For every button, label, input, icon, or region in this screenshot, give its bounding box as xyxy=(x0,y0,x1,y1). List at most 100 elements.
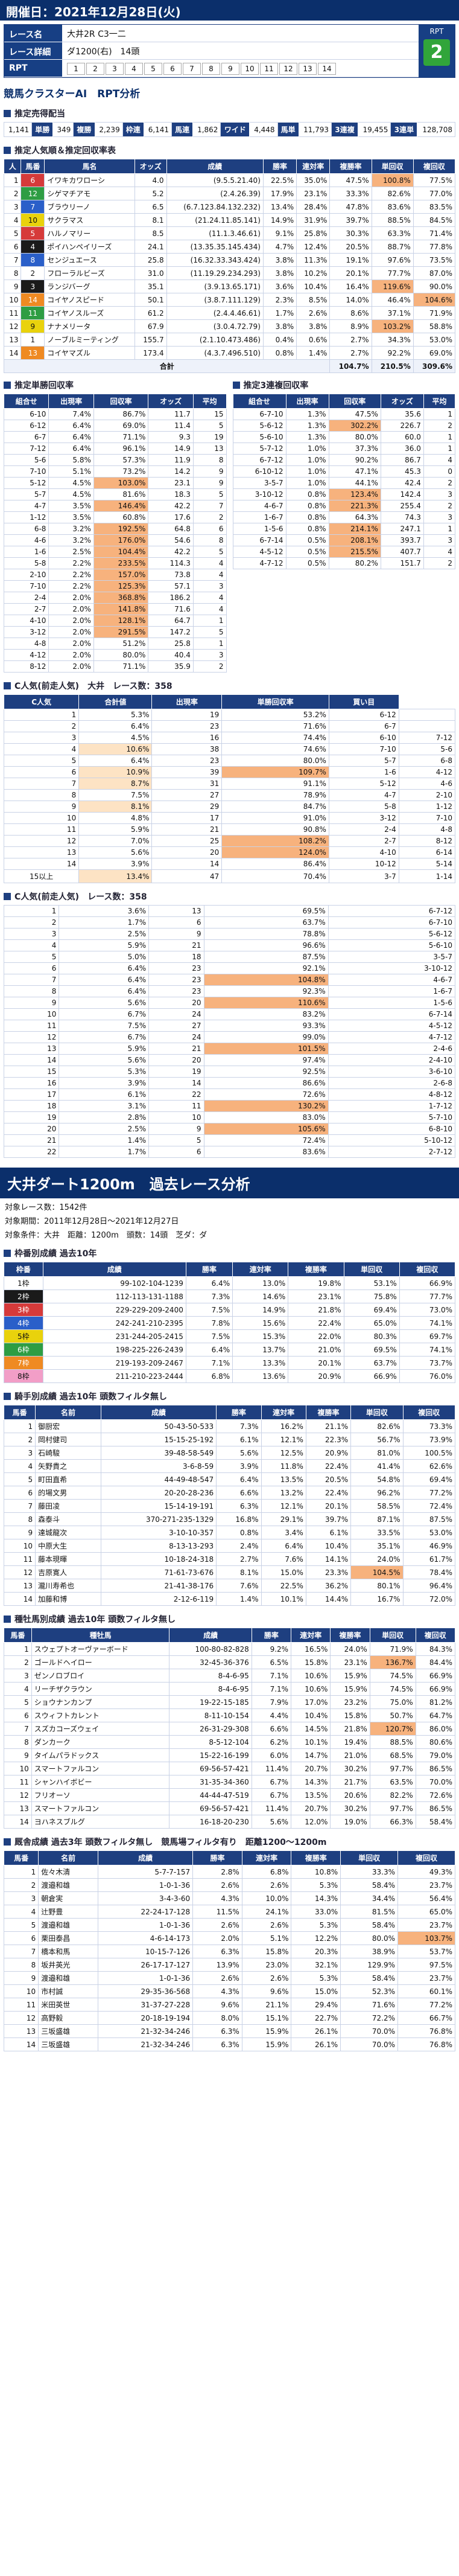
table-cell: 77.8% xyxy=(413,240,456,254)
table-cell: (3.9.13.65.171) xyxy=(166,280,264,293)
table-cell: 1 xyxy=(423,443,456,455)
table-cell: 69.7% xyxy=(399,1329,456,1343)
table-cell: 8 xyxy=(21,253,45,267)
table-cell: 233.5% xyxy=(93,557,149,569)
table-cell: 39 xyxy=(151,766,223,778)
table-cell: 3.8% xyxy=(262,266,297,280)
table-cell: 128.1% xyxy=(93,615,149,627)
table-cell: 7.1% xyxy=(251,1669,292,1683)
table-cell: 1.7% xyxy=(59,1146,150,1158)
table-cell: 7 xyxy=(3,1945,39,1958)
table-cell: (21.24.11.85.141) xyxy=(166,213,264,227)
table-cell: 0.4% xyxy=(262,333,297,347)
table-cell: 20 xyxy=(148,1054,204,1066)
table-cell: 5-6 xyxy=(398,743,456,755)
table-cell: 4 xyxy=(192,592,227,604)
table-cell: 25 xyxy=(151,835,223,847)
table-cell: 109.7% xyxy=(221,766,329,778)
table-cell: 6.7% xyxy=(59,1031,150,1043)
table-cell: 12 xyxy=(3,319,22,333)
column-header: 単回収 xyxy=(369,1628,416,1643)
table-cell: 3.8% xyxy=(262,319,297,333)
table-row: 13 5.9% 21 101.5% 2-4-6 xyxy=(3,1043,456,1055)
table-cell: 2-6-8 xyxy=(328,1077,456,1089)
column-header: 複勝率 xyxy=(291,1850,341,1865)
table-cell: 42.2 xyxy=(148,546,194,558)
table-row: 5 6.4% 23 80.0% 5-7 6-8 xyxy=(3,755,456,767)
table-cell: 78.9% xyxy=(221,789,329,801)
table-cell: 13 xyxy=(21,346,45,360)
table-cell: 77.5% xyxy=(413,173,456,187)
table-cell: 71-61-73-676 xyxy=(100,1565,217,1579)
table-cell: 23 xyxy=(148,985,204,997)
table-row: 12 9 ナナメリータ 67.9 (3.0.4.72.79) 3.8% 3.8% 8.9% 10… xyxy=(3,319,456,333)
table-cell: (16.32.33.343.424) xyxy=(166,253,264,267)
table-cell: 136.7% xyxy=(369,1655,416,1669)
table-cell: 242-241-210-2395 xyxy=(42,1316,186,1330)
table-cell: 50.7% xyxy=(369,1708,416,1722)
table-cell: 1-5-6 xyxy=(328,997,456,1009)
table-cell: 2.0% xyxy=(48,603,94,615)
popular-table: 人馬番 馬名 オッズ 成績 勝率 連対率 複勝率 単回収 複回収 1 6 イワキカワローシ 4.0 (9… xyxy=(3,159,456,373)
table-cell: 渡邉和雄 xyxy=(38,1971,98,1985)
table-row: 8-12 2.0% 71.1% 35.9 2 xyxy=(3,660,227,673)
column-header: 馬番 xyxy=(3,1850,39,1865)
table-cell: 71.9% xyxy=(413,306,456,320)
table-cell: 4-5-12 xyxy=(232,546,286,558)
table-cell: ゴールドヘイロー xyxy=(31,1655,170,1669)
prize-label: 複勝 xyxy=(73,122,95,137)
table-cell: 19-22-15-185 xyxy=(169,1695,252,1709)
table-cell: 72.4% xyxy=(203,1134,329,1146)
table-cell: 25.8 xyxy=(148,638,194,650)
table-cell: シゲマチアモ xyxy=(44,187,135,200)
table-cell: 74.5% xyxy=(369,1682,416,1696)
table-cell: 6.3% xyxy=(192,1945,242,1958)
course-meta: 対象レース数：1542件 対象期間：2011年12月28日〜2021年12月27日… xyxy=(0,1201,459,1240)
header-values: 大井2R C3一二 ダ1200(右) 14頭 1 2 3 4 5 6 7 8 9 10 11 12 13… xyxy=(62,25,419,77)
table-cell: 73.0% xyxy=(399,1303,456,1317)
table-cell: 10-15-7-126 xyxy=(97,1945,194,1958)
table-cell: 87.5% xyxy=(402,1512,456,1526)
table-cell: 58.5% xyxy=(350,1499,404,1513)
table-cell: 8.1 xyxy=(134,213,167,227)
table-cell: 6.4% xyxy=(59,962,150,974)
table-cell: 4 xyxy=(21,240,45,254)
table-cell: 73.9% xyxy=(402,1433,456,1446)
table-cell: 7-12 xyxy=(3,443,49,455)
sire-table-wrap: 馬番 種牡馬 成績 勝率 連対率 複勝率 単回収 複回収 1 スウェプトオーヴァーボード 100-8… xyxy=(4,1628,456,1829)
table-cell: 80.0% xyxy=(93,649,149,661)
table-cell: 10 xyxy=(3,1984,39,1998)
table-cell: 54.6 xyxy=(148,534,194,546)
table-row: 4-12 2.0% 80.0% 40.4 3 xyxy=(3,649,227,661)
table-cell xyxy=(398,720,456,732)
column-header: 単回収 xyxy=(340,1850,399,1865)
section-marker-icon xyxy=(4,1616,11,1623)
table-cell: 15-22-16-199 xyxy=(169,1748,252,1762)
table-cell: 14 xyxy=(151,858,223,870)
table-cell: 173.4 xyxy=(134,346,167,360)
table-cell: 19 xyxy=(3,1111,60,1123)
table-cell: 11 xyxy=(4,1775,32,1789)
table-cell: 13.4% xyxy=(262,200,297,214)
table-cell: 67.9 xyxy=(134,319,167,333)
table-cell: 5 xyxy=(3,1472,36,1486)
table-cell: 208.1% xyxy=(328,534,381,546)
table-cell: 9 xyxy=(192,465,227,478)
table-row: 6-7-14 0.5% 208.1% 393.7 3 xyxy=(232,534,456,546)
table-cell: 72.6% xyxy=(203,1088,329,1101)
table-cell: 21.8% xyxy=(330,1722,370,1736)
table-row: 6-7 6.4% 71.1% 9.3 19 xyxy=(3,431,227,443)
total-cell: 合計 xyxy=(3,359,331,373)
table-cell: 8 xyxy=(3,266,22,280)
table-cell: 11.4% xyxy=(251,1801,292,1815)
table-cell: 1 xyxy=(423,431,456,443)
table-cell: 82.6% xyxy=(350,1419,404,1433)
table-cell: 6.8% xyxy=(241,1865,292,1879)
table-cell: ショウナンカンプ xyxy=(31,1695,170,1709)
table-cell: 20.6% xyxy=(330,1788,370,1802)
table-cell: 14 xyxy=(3,346,22,360)
section-marker-icon xyxy=(4,110,11,117)
table-cell: 1.4% xyxy=(216,1592,262,1606)
table-cell: 2-12-6-119 xyxy=(100,1592,217,1606)
table-cell: 255.4 xyxy=(380,500,424,512)
